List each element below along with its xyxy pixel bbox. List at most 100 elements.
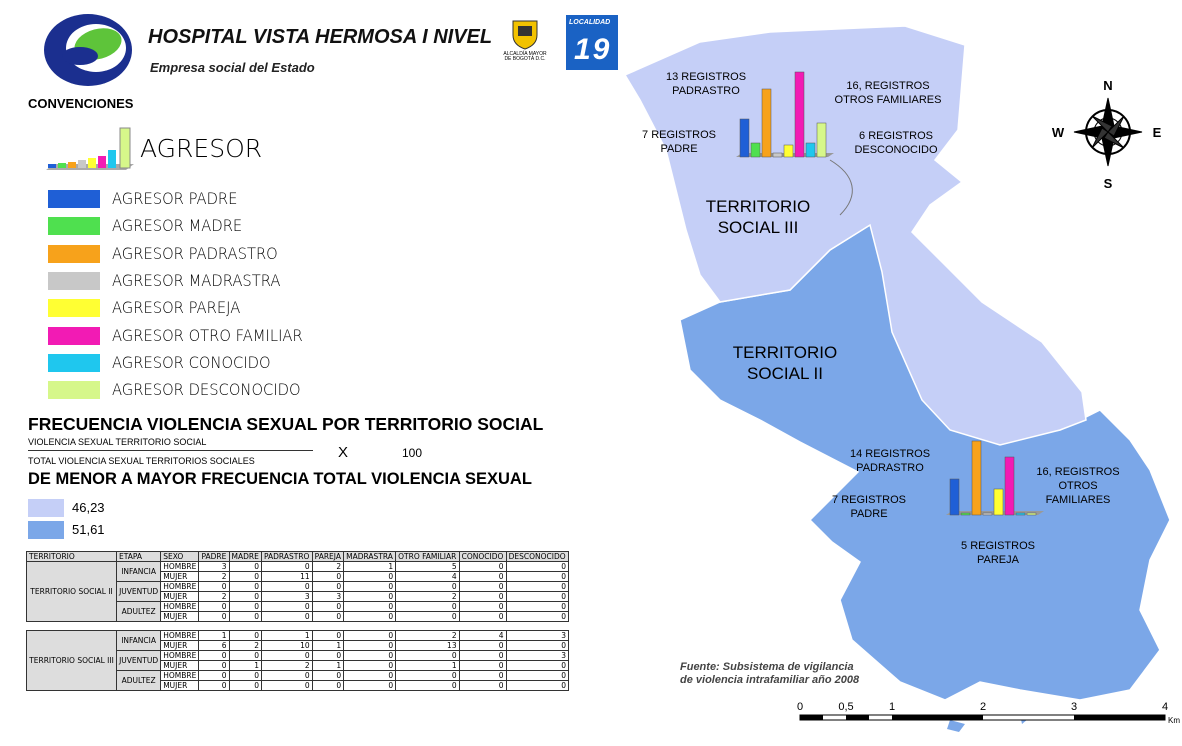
value-cell: 2 bbox=[260, 660, 313, 671]
value-cell: 0 bbox=[228, 630, 262, 641]
scale-label: 2 bbox=[980, 701, 986, 713]
value-cell: 0 bbox=[458, 660, 507, 671]
legend-label: AGRESOR PAREJA bbox=[112, 298, 241, 318]
map-label: OTROS bbox=[1058, 480, 1097, 492]
formula-denominator: TOTAL VIOLENCIA SEXUAL TERRITORIOS SOCIA… bbox=[28, 456, 255, 466]
stage-cell: INFANCIA bbox=[115, 630, 162, 651]
stage-cell: ADULTEZ bbox=[115, 670, 162, 691]
sex-cell: HOMBRE bbox=[160, 561, 200, 572]
header-row: TERRITORIO ETAPA SEXO PADRE MADRE PADRASTRO PA… bbox=[26, 551, 570, 562]
table-row: MUJER 2 0 11 0 0 4 0 0 bbox=[27, 571, 570, 582]
map-label: 7 REGISTROS bbox=[642, 129, 716, 141]
value-cell: 0 bbox=[343, 581, 397, 592]
territory-cell: TERRITORIO SOCIAL II bbox=[26, 561, 117, 622]
ranking-swatch bbox=[28, 499, 64, 517]
value-cell: 0 bbox=[311, 680, 345, 691]
value-cell: 0 bbox=[458, 611, 507, 622]
value-cell: 0 bbox=[311, 611, 345, 622]
locality-number: 19 bbox=[574, 33, 612, 66]
column-header: DESCONOCIDO bbox=[505, 551, 570, 562]
map-label: 14 REGISTROS bbox=[850, 448, 930, 460]
value-cell: 0 bbox=[260, 611, 313, 622]
value-cell: 2 bbox=[395, 591, 460, 602]
value-cell: 3 bbox=[505, 650, 570, 661]
table-row: TERRITORIO SOCIAL II INFANCIA HOMBRE 3 0 0 2 1 5… bbox=[26, 561, 570, 622]
map-label: FAMILIARES bbox=[1046, 494, 1111, 506]
map-label: de violencia intrafamiliar año 2008 bbox=[680, 674, 860, 686]
crest-line: DE BOGOTÁ D.C. bbox=[504, 56, 546, 62]
crest-text: ALCALDÍA MAYOR DE BOGOTÁ D.C. bbox=[498, 52, 552, 62]
scale-label: 0 bbox=[797, 701, 803, 713]
map-label: OTROS FAMILIARES bbox=[835, 94, 942, 106]
formula-numerator: VIOLENCIA SEXUAL TERRITORIO SOCIAL bbox=[28, 437, 207, 447]
stage-cell: JUVENTUD bbox=[115, 581, 162, 602]
legend-label: AGRESOR DESCONOCIDO bbox=[112, 380, 301, 400]
value-cell: 0 bbox=[260, 670, 313, 681]
compass-n: N bbox=[1103, 78, 1112, 93]
value-cell: 0 bbox=[228, 680, 262, 691]
value-cell: 0 bbox=[343, 630, 397, 641]
value-cell: 0 bbox=[198, 581, 230, 592]
value-cell: 0 bbox=[343, 680, 397, 691]
value-cell: 1 bbox=[311, 640, 345, 651]
territory-cell: TERRITORIO SOCIAL III bbox=[26, 630, 117, 691]
legend-swatch bbox=[48, 190, 100, 208]
ranking-heading: DE MENOR A MAYOR FRECUENCIA TOTAL VIOLEN… bbox=[28, 470, 532, 488]
mini-bar bbox=[1004, 456, 1015, 516]
connector bbox=[829, 159, 853, 216]
agresor-icon bbox=[46, 127, 134, 170]
legend-swatch bbox=[48, 271, 100, 290]
value-cell: 0 bbox=[505, 571, 570, 582]
column-header: MADRE bbox=[228, 551, 262, 562]
mini-bar bbox=[750, 142, 761, 158]
hospital-logo bbox=[44, 14, 132, 86]
value-cell: 1 bbox=[395, 660, 460, 671]
column-header: PADRE bbox=[198, 551, 230, 562]
island bbox=[947, 715, 1028, 732]
map-label: 7 REGISTROS bbox=[832, 494, 906, 506]
value-cell: 2 bbox=[198, 571, 230, 582]
scale-unit: Km bbox=[1168, 716, 1180, 725]
value-cell: 10 bbox=[260, 640, 313, 651]
value-cell: 3 bbox=[260, 591, 313, 602]
column-header: MADRASTRA bbox=[343, 551, 397, 562]
column-header: SEXO bbox=[160, 551, 200, 562]
value-cell: 0 bbox=[260, 650, 313, 661]
value-cell: 0 bbox=[228, 571, 262, 582]
value-cell: 0 bbox=[228, 561, 262, 572]
value-cell: 0 bbox=[260, 581, 313, 592]
value-cell: 0 bbox=[458, 670, 507, 681]
scale-label: 4 bbox=[1162, 701, 1168, 713]
sex-cell: MUJER bbox=[160, 611, 200, 622]
sex-cell: HOMBRE bbox=[160, 630, 200, 641]
value-cell: 2 bbox=[228, 640, 262, 651]
sex-cell: HOMBRE bbox=[160, 650, 200, 661]
sex-cell: MUJER bbox=[160, 640, 200, 651]
value-cell: 0 bbox=[458, 650, 507, 661]
mini-bar bbox=[772, 152, 783, 158]
value-cell: 0 bbox=[311, 601, 345, 612]
map-label: TERRITORIO bbox=[733, 343, 838, 362]
formula-heading: FRECUENCIA VIOLENCIA SEXUAL POR TERRITOR… bbox=[28, 414, 544, 434]
value-cell: 0 bbox=[505, 640, 570, 651]
table-row: TERRITORIO SOCIAL III INFANCIA HOMBRE 1 0 1 0 0… bbox=[26, 630, 570, 691]
value-cell: 0 bbox=[458, 601, 507, 612]
table-row: JUVENTUD HOMBRE 0 0 0 0 0 0 0 3 bbox=[27, 650, 570, 671]
value-cell: 0 bbox=[343, 571, 397, 582]
value-cell: 2 bbox=[395, 630, 460, 641]
value-cell: 0 bbox=[343, 650, 397, 661]
mini-bar bbox=[739, 118, 750, 158]
sex-cell: HOMBRE bbox=[160, 581, 200, 592]
value-cell: 0 bbox=[505, 581, 570, 592]
mini-chart bbox=[736, 71, 834, 158]
ranking-swatch bbox=[28, 521, 64, 539]
mini-bar bbox=[949, 478, 960, 516]
scale-label: 3 bbox=[1071, 701, 1077, 713]
stage-cell: INFANCIA bbox=[115, 561, 162, 582]
value-cell: 0 bbox=[395, 670, 460, 681]
mini-chart bbox=[946, 440, 1044, 516]
map-label: SOCIAL III bbox=[718, 218, 799, 237]
value-cell: 0 bbox=[395, 601, 460, 612]
value-cell: 0 bbox=[505, 660, 570, 671]
legend-label: AGRESOR MADRE bbox=[112, 216, 243, 236]
